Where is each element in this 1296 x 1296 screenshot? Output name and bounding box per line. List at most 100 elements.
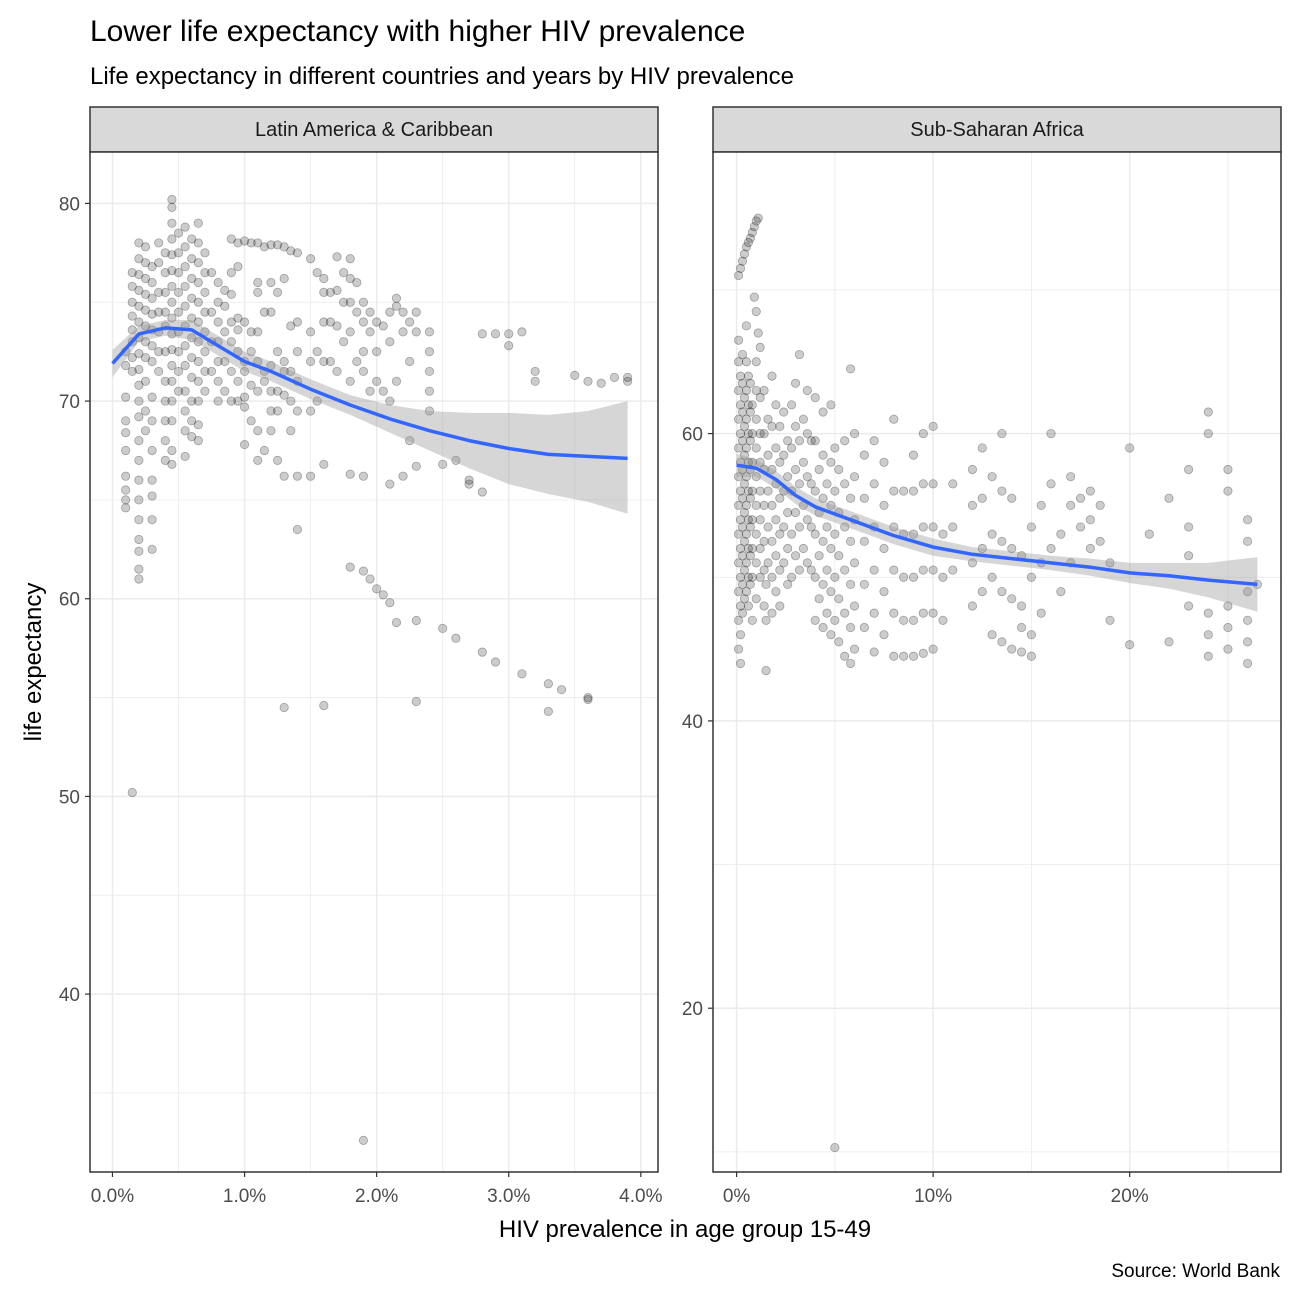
data-point	[134, 436, 144, 446]
data-point	[977, 493, 987, 503]
data-point	[747, 572, 757, 582]
data-point	[173, 307, 184, 317]
data-point	[759, 536, 769, 546]
data-point	[233, 376, 243, 386]
data-point	[305, 327, 316, 337]
data-point	[358, 347, 369, 357]
data-point	[737, 256, 748, 266]
data-point	[147, 392, 157, 402]
data-point	[779, 558, 789, 568]
data-point	[908, 529, 919, 539]
data-point	[623, 376, 633, 386]
data-point	[775, 601, 785, 611]
data-point	[1105, 558, 1115, 568]
data-point	[830, 572, 840, 582]
data-point	[779, 407, 789, 417]
data-point	[822, 522, 832, 532]
data-point	[140, 406, 151, 416]
data-point	[239, 317, 250, 327]
data-point	[187, 293, 197, 303]
data-point	[180, 341, 190, 351]
data-point	[385, 307, 395, 317]
data-point	[775, 457, 785, 467]
data-point	[840, 608, 850, 618]
data-point	[127, 311, 137, 321]
data-point	[1125, 443, 1135, 453]
data-point	[193, 396, 203, 406]
data-point	[226, 396, 236, 406]
data-point	[987, 630, 997, 640]
data-point	[790, 378, 801, 388]
data-point	[794, 436, 805, 446]
data-point	[735, 543, 746, 554]
data-point	[147, 262, 157, 272]
data-point	[411, 696, 421, 707]
data-point	[763, 522, 773, 532]
data-point	[938, 615, 948, 625]
data-point	[830, 615, 840, 625]
data-point	[1125, 640, 1135, 650]
data-point	[826, 457, 836, 467]
data-point	[253, 455, 263, 465]
data-point	[147, 445, 157, 456]
data-point	[272, 386, 283, 396]
data-point	[747, 400, 757, 410]
data-point	[246, 238, 256, 248]
data-point	[365, 327, 375, 337]
data-point	[747, 227, 757, 238]
data-point	[783, 472, 793, 482]
data-point	[253, 287, 263, 297]
data-point	[735, 572, 746, 582]
data-point	[253, 426, 263, 436]
data-point	[948, 522, 958, 532]
data-point	[1026, 572, 1036, 582]
data-point	[609, 372, 620, 382]
data-point	[319, 356, 329, 367]
data-point	[239, 439, 250, 450]
data-point	[213, 277, 223, 288]
data-point	[1056, 529, 1066, 539]
data-point	[739, 450, 750, 460]
data-point	[339, 337, 349, 347]
data-point	[859, 579, 869, 590]
data-point	[967, 500, 978, 511]
data-point	[741, 529, 752, 539]
data-point	[733, 443, 744, 453]
data-point	[121, 495, 131, 505]
data-point	[733, 270, 744, 281]
data-point	[200, 347, 210, 357]
data-point	[233, 238, 243, 248]
data-point	[405, 317, 415, 327]
data-point	[751, 594, 761, 604]
data-point	[818, 622, 828, 633]
data-point	[761, 615, 771, 625]
data-point	[1016, 601, 1027, 611]
data-point	[845, 622, 856, 633]
data-point	[845, 658, 856, 669]
data-point	[154, 238, 164, 248]
data-point	[226, 337, 236, 347]
data-point	[193, 420, 203, 430]
data-point	[743, 515, 753, 525]
data-point	[834, 464, 844, 475]
data-point	[160, 287, 170, 297]
data-point	[739, 421, 750, 431]
data-point	[845, 579, 856, 590]
data-point	[733, 558, 744, 568]
data-point	[741, 472, 752, 482]
data-point	[1223, 464, 1233, 475]
data-point	[530, 366, 540, 377]
data-point	[745, 551, 755, 561]
data-point	[737, 579, 748, 590]
data-point	[790, 464, 801, 475]
data-point	[755, 572, 765, 582]
data-point	[167, 218, 177, 228]
data-point	[928, 479, 938, 489]
data-point	[834, 551, 844, 561]
data-point	[918, 522, 928, 532]
data-point	[325, 356, 336, 367]
data-point	[134, 534, 144, 545]
data-point	[826, 630, 836, 640]
data-point	[1007, 493, 1017, 503]
